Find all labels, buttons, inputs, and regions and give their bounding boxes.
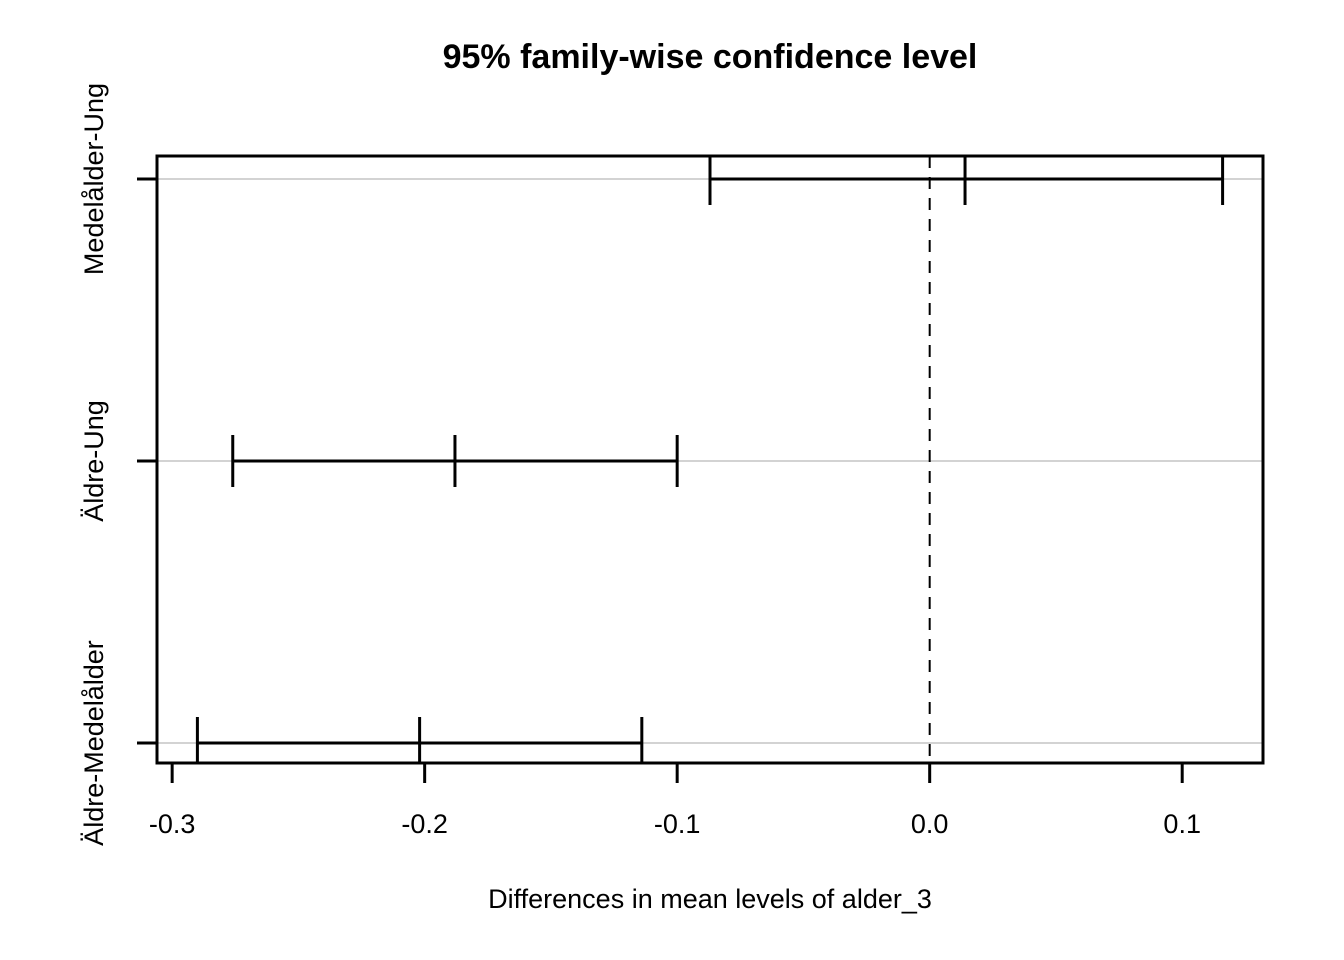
x-tick-label: -0.3 (149, 809, 196, 839)
x-axis-label: Differences in mean levels of alder_3 (488, 884, 932, 914)
chart-title: 95% family-wise confidence level (443, 38, 978, 76)
confidence-interval (195, 717, 644, 763)
y-tick-label: Medelålder-Ung (79, 83, 109, 275)
x-tick-label: 0.0 (911, 809, 949, 839)
confidence-interval (708, 156, 1225, 205)
confidence-interval (231, 435, 679, 487)
y-tick-label: Äldre-Ung (79, 400, 109, 522)
interval-layer (195, 156, 1225, 763)
y-tick-label: Äldre-Medelålder (79, 640, 109, 846)
axis-layer: -0.3 -0.2 -0.1 0.0 0.1 Medelålder-Ung Äldre-Un… (79, 83, 1265, 846)
x-tick-label: 0.1 (1163, 809, 1201, 839)
x-tick-label: -0.2 (401, 809, 448, 839)
x-tick-label: -0.1 (654, 809, 701, 839)
